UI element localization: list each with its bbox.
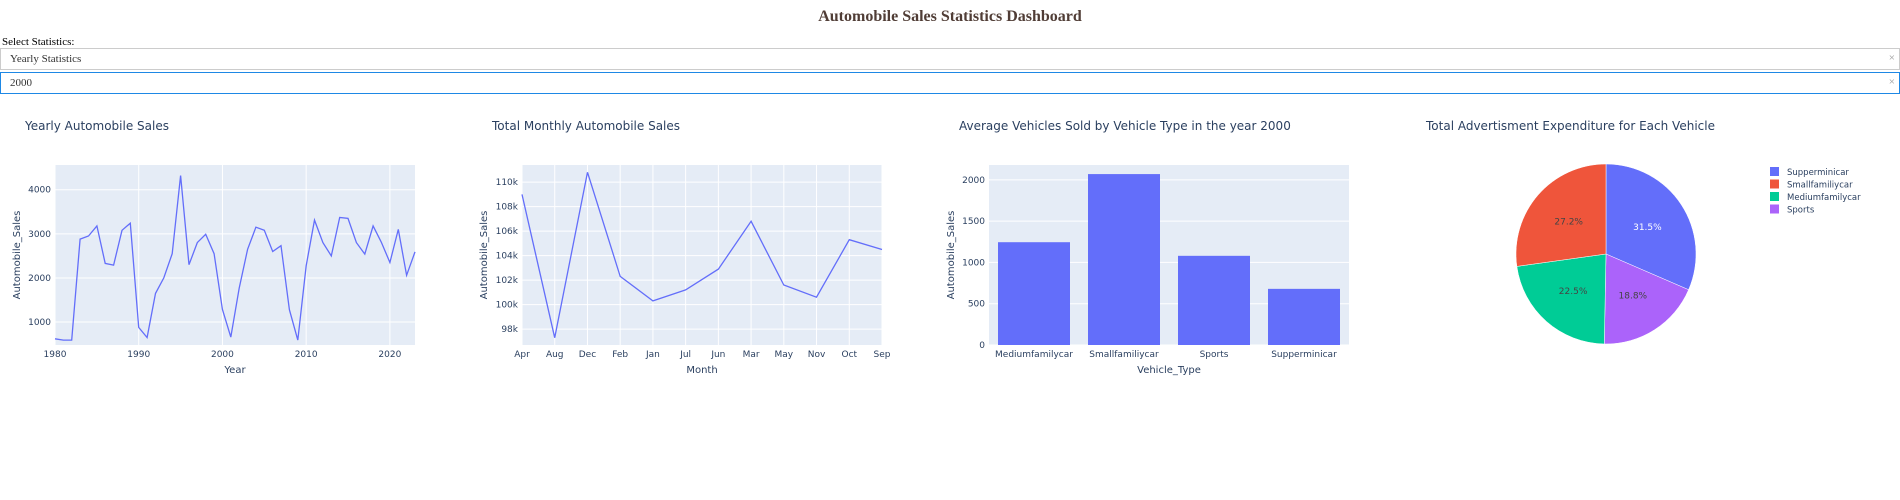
y-axis-label: Automobile_Sales xyxy=(946,211,957,300)
y-tick-label: 104k xyxy=(496,252,519,262)
slice-label: 27.2% xyxy=(1554,218,1583,228)
legend-item: Mediumfamilycar xyxy=(1787,193,1861,203)
x-tick-label: Smallfamiliycar xyxy=(1089,350,1159,360)
x-axis-label: Vehicle_Type xyxy=(1137,365,1201,376)
tick-labels: 0 500 1000 1500 2000 Mediumfamilycar Smallfami… xyxy=(962,176,1337,360)
x-tick-label: Dec xyxy=(579,350,596,360)
x-tick-label: 2020 xyxy=(378,350,401,360)
y-tick-label: 1000 xyxy=(962,258,985,268)
x-tick-label: Jan xyxy=(645,350,660,360)
slice-label: 31.5% xyxy=(1633,223,1662,233)
bar-sports xyxy=(1178,255,1250,345)
pie-slice-smallfamiliycar xyxy=(1515,163,1607,267)
clear-icon[interactable]: × xyxy=(1888,52,1895,64)
y-tick-label: 1000 xyxy=(28,318,51,328)
legend-swatch xyxy=(1770,179,1779,189)
x-tick-label: Aug xyxy=(546,350,564,360)
plot-background xyxy=(55,165,415,345)
y-tick-label: 108k xyxy=(496,203,519,213)
x-tick-label: Mar xyxy=(743,350,760,360)
x-tick-label: Apr xyxy=(514,350,530,360)
pie-slice-sports xyxy=(1604,253,1689,345)
chart-title: Yearly Automobile Sales xyxy=(24,119,169,133)
x-tick-label: Nov xyxy=(808,350,826,360)
year-dropdown-value: 2000 xyxy=(10,77,32,89)
y-tick-label: 500 xyxy=(968,300,985,310)
bar-supperminicar xyxy=(1268,288,1340,345)
chart-title: Average Vehicles Sold by Vehicle Type in… xyxy=(959,119,1291,133)
y-tick-label: 2000 xyxy=(962,176,985,186)
bar-mediumfamilycar xyxy=(998,242,1070,345)
bar-smallfamiliycar xyxy=(1088,174,1160,345)
legend-swatch xyxy=(1770,204,1779,214)
x-tick-label: 2010 xyxy=(295,350,318,360)
x-tick-label: May xyxy=(775,350,794,360)
y-tick-label: 106k xyxy=(496,227,519,237)
statistics-dropdown-value: Yearly Statistics xyxy=(10,53,82,65)
y-tick-label: 4000 xyxy=(28,186,51,196)
pie-slices xyxy=(1515,163,1697,345)
series-line xyxy=(54,175,416,341)
x-axis-label: Month xyxy=(686,365,717,376)
gridlines xyxy=(54,165,415,345)
y-tick-label: 102k xyxy=(496,276,519,286)
bars xyxy=(998,174,1340,345)
y-tick-label: 3000 xyxy=(28,230,51,240)
tick-labels: Apr Aug Dec Feb Jan Jul Jun Mar May Nov Oct Sep 98k 1… xyxy=(496,178,891,360)
legend: Supperminicar Smallfamiliycar Mediumfamily… xyxy=(1770,167,1861,216)
x-tick-label: Mediumfamilycar xyxy=(995,350,1073,360)
x-tick-label: 1990 xyxy=(127,350,150,360)
series-line-yearly-sales xyxy=(54,175,416,341)
year-dropdown[interactable]: 2000 × xyxy=(0,72,1900,94)
legend-swatch xyxy=(1770,192,1779,201)
tick-labels: 1980 1990 2000 2010 2020 1000 2000 3000 4000 xyxy=(28,186,402,360)
advertisement-pie-chart: Total Advertisment Expenditure for Each … xyxy=(1425,119,1861,345)
y-tick-label: 98k xyxy=(501,325,518,335)
legend-item: Supperminicar xyxy=(1787,168,1849,178)
series-line-monthly-sales xyxy=(521,172,883,338)
x-tick-label: Oct xyxy=(841,350,857,360)
x-tick-label: Jun xyxy=(710,350,725,360)
x-tick-label: Jul xyxy=(679,350,691,360)
x-tick-label: Sports xyxy=(1200,350,1229,360)
y-tick-label: 0 xyxy=(979,341,985,351)
select-statistics-label: Select Statistics: xyxy=(2,36,75,48)
legend-swatch xyxy=(1770,167,1779,176)
y-axis-label: Automobile_Sales xyxy=(12,211,23,300)
pie-slice-mediumfamilycar xyxy=(1516,253,1607,345)
series-line xyxy=(521,172,883,338)
x-tick-label: 1980 xyxy=(44,350,67,360)
legend-item: Sports xyxy=(1787,206,1815,216)
x-axis-label: Year xyxy=(223,365,246,376)
slice-label: 22.5% xyxy=(1559,287,1588,297)
y-tick-label: 100k xyxy=(496,301,519,311)
y-tick-label: 1500 xyxy=(962,217,985,227)
x-tick-label: 2000 xyxy=(211,350,234,360)
y-axis-label: Automobile_Sales xyxy=(479,211,490,300)
yearly-sales-chart: Yearly Automobile Sales 1980 1990 2000 2010… xyxy=(12,119,416,376)
page-title: Automobile Sales Statistics Dashboard xyxy=(818,8,1082,25)
x-tick-label: Feb xyxy=(612,350,628,360)
slice-label: 18.8% xyxy=(1619,292,1648,302)
y-tick-label: 2000 xyxy=(28,274,51,284)
legend-item: Smallfamiliycar xyxy=(1787,181,1853,191)
pie-slice-supperminicar xyxy=(1605,163,1697,291)
x-tick-label: Sep xyxy=(874,350,891,360)
x-tick-label: Supperminicar xyxy=(1271,350,1337,360)
monthly-sales-chart: Total Monthly Automobile Sales Apr Aug Dec… xyxy=(479,119,891,376)
vehicle-type-bar-chart: Average Vehicles Sold by Vehicle Type in… xyxy=(946,119,1349,376)
chart-title: Total Advertisment Expenditure for Each … xyxy=(1425,119,1715,133)
statistics-dropdown[interactable]: Yearly Statistics × xyxy=(0,48,1900,70)
slice-labels: 31.5% 18.8% 22.5% 27.2% xyxy=(1554,218,1662,302)
clear-icon[interactable]: × xyxy=(1888,76,1895,88)
plot-background xyxy=(522,165,882,345)
y-tick-label: 110k xyxy=(496,178,519,188)
chart-title: Total Monthly Automobile Sales xyxy=(491,119,680,133)
